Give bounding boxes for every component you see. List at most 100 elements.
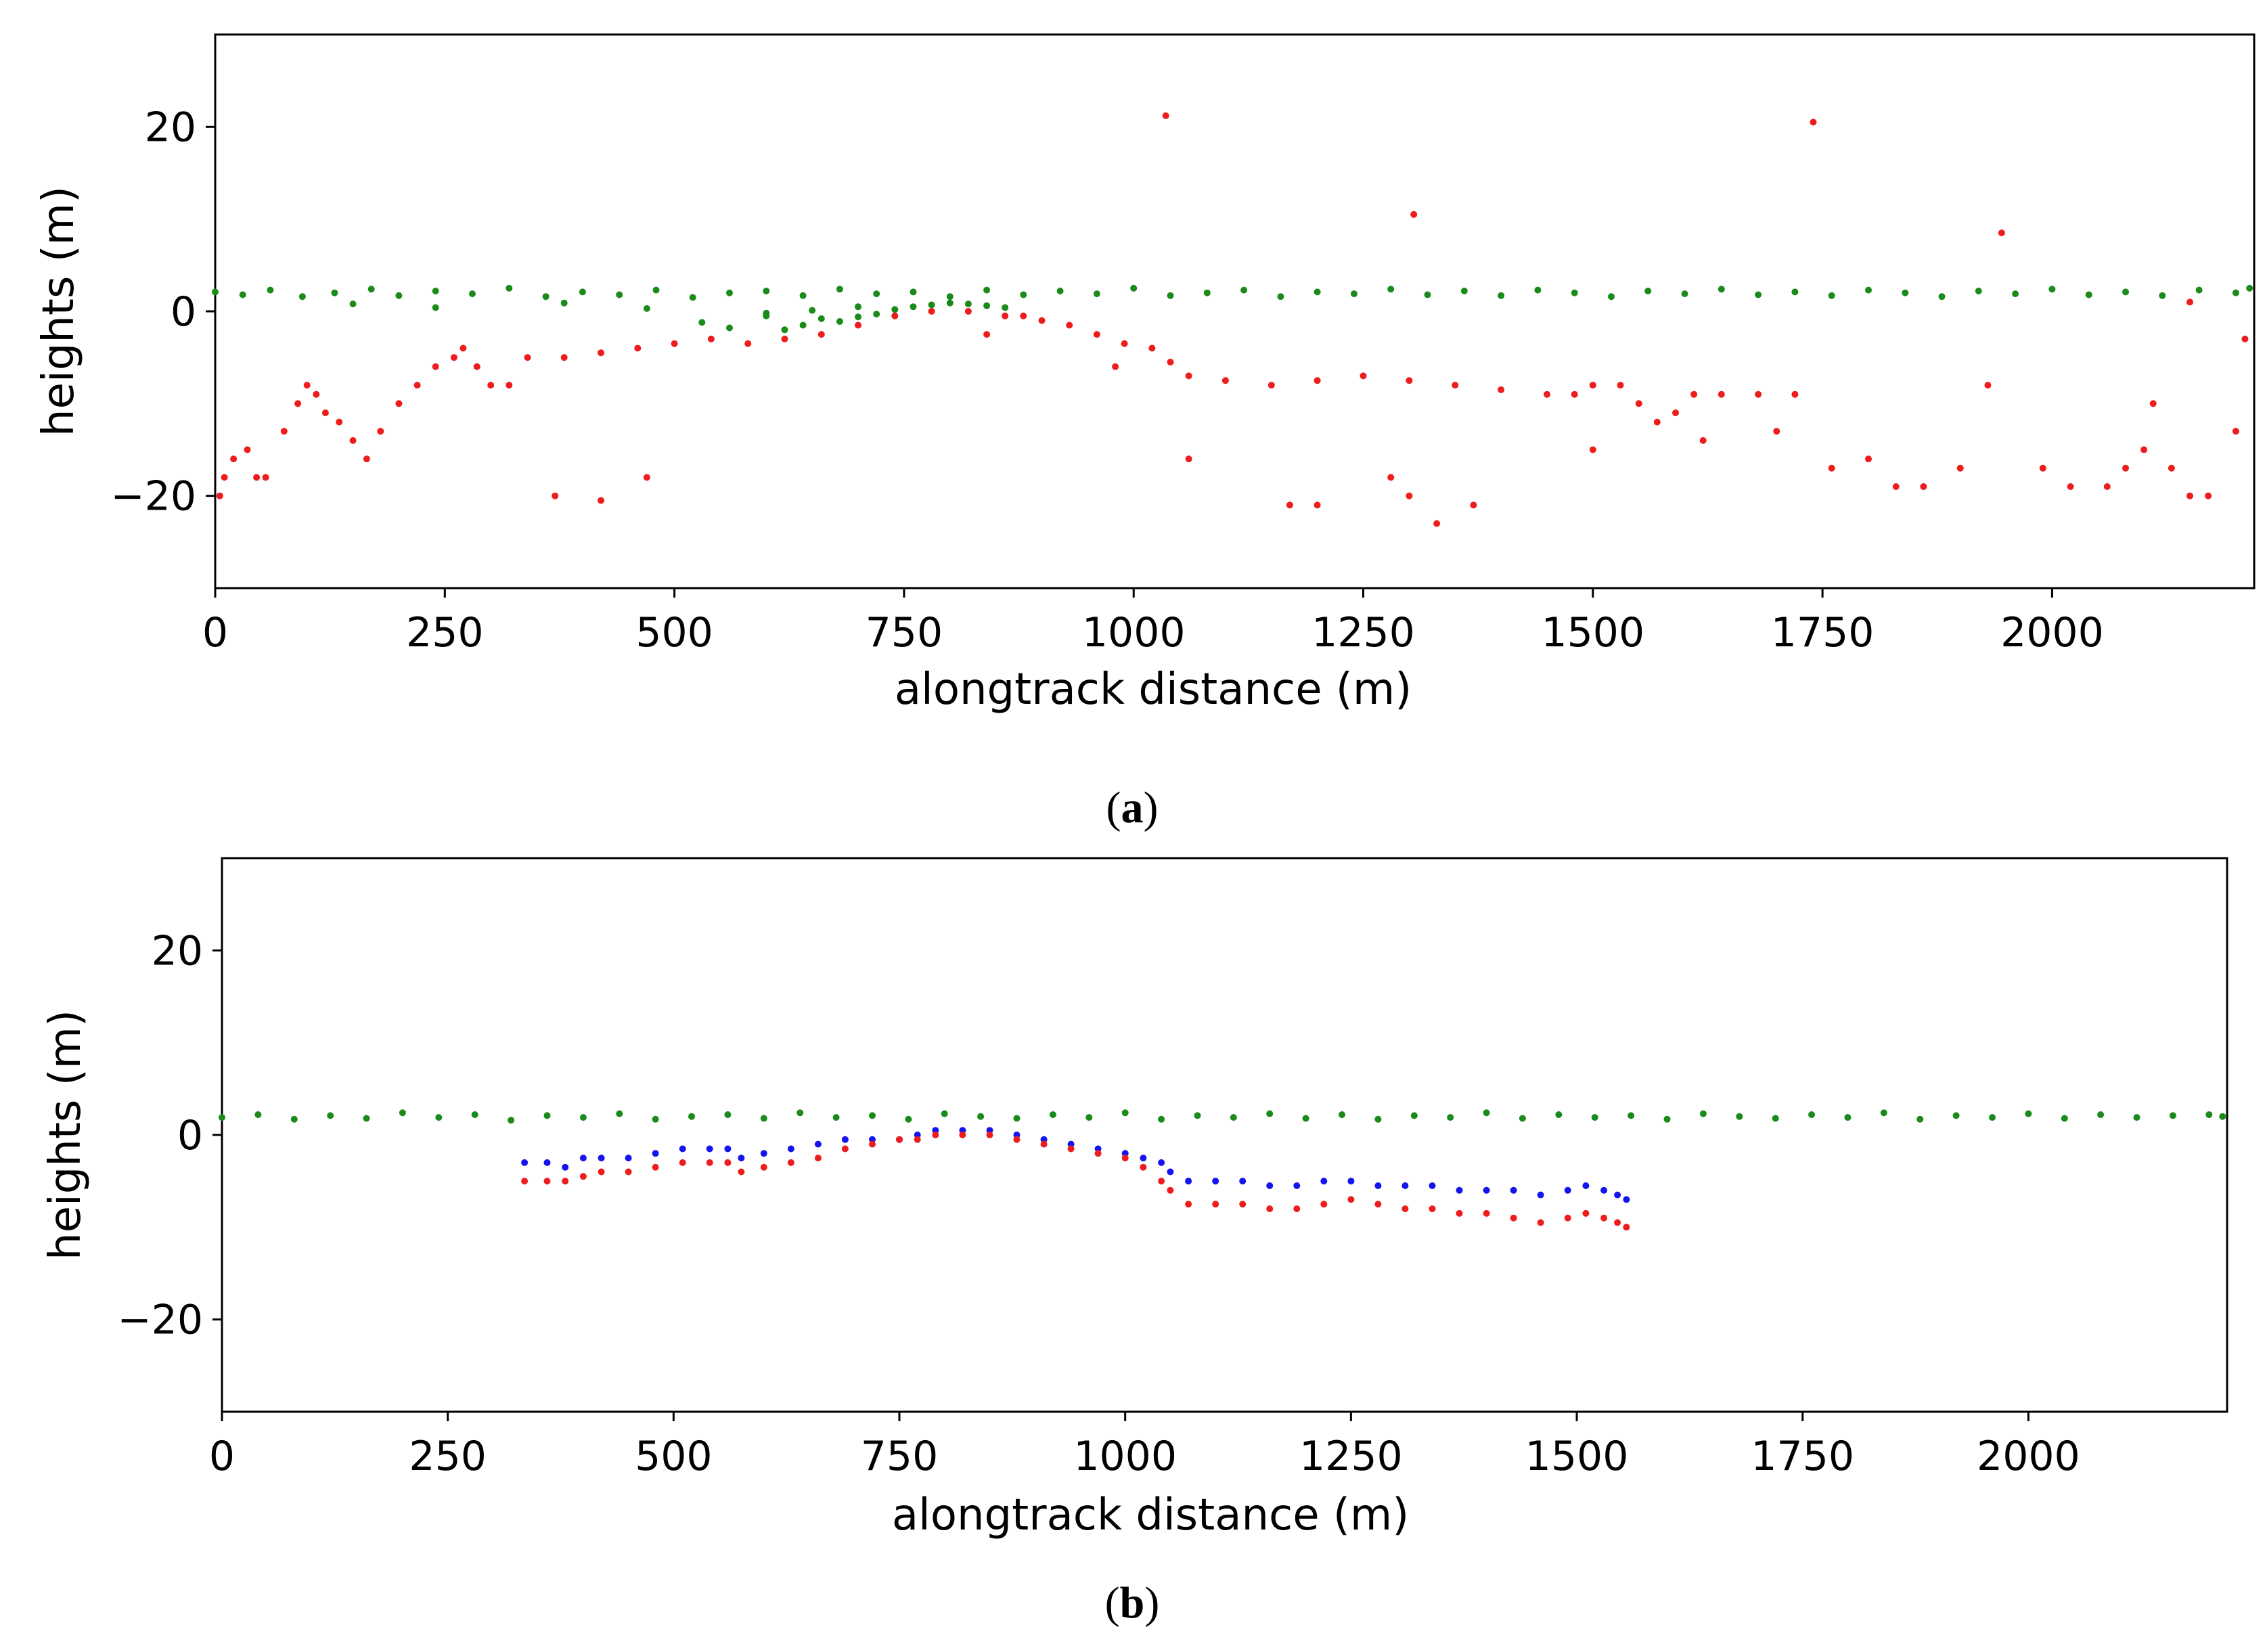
x-axis-ticks-b: 0 250 500 750 1000 1250 1500 1750 2000 xyxy=(209,1412,2080,1480)
point-green-76 xyxy=(983,302,991,309)
point-red-71 xyxy=(1112,363,1119,370)
point-green-60 xyxy=(560,299,568,307)
point-green-16 xyxy=(797,1109,804,1117)
point-green-73 xyxy=(928,301,935,309)
point-red-92 xyxy=(2140,446,2148,453)
point-red-12 xyxy=(349,437,357,444)
point-green-51 xyxy=(2048,286,2056,293)
point-green-23 xyxy=(1020,291,1027,298)
point-red-95 xyxy=(2186,492,2193,499)
panel-a: 0 250 500 750 1000 1250 1500 1750 2000 20 0 −20 al… xyxy=(34,33,2256,832)
x-tick-label-8: 2000 xyxy=(1977,1433,2080,1480)
point-blue-8 xyxy=(706,1145,713,1153)
point-red-45 xyxy=(1221,377,1229,384)
point-green-18 xyxy=(836,286,843,293)
point-red-43 xyxy=(1167,359,1174,365)
point-green-57 xyxy=(2246,284,2253,292)
point-green-22 xyxy=(983,286,991,294)
point-green-33 xyxy=(1410,1112,1418,1119)
caption-close-b: ) xyxy=(1144,1578,1159,1628)
y-tick-label-1: 0 xyxy=(177,1112,203,1159)
point-green-24 xyxy=(1085,1114,1093,1121)
point-green-59 xyxy=(432,304,439,311)
point-green-27 xyxy=(1167,292,1174,299)
point-green-42 xyxy=(1718,286,1725,293)
point-red-46 xyxy=(1614,1219,1621,1226)
point-red-87 xyxy=(1984,382,1992,389)
point-red-33 xyxy=(891,312,899,319)
point-green-19 xyxy=(905,1115,912,1123)
point-green-23 xyxy=(1049,1111,1056,1118)
point-red-11 xyxy=(336,418,343,426)
point-red-24 xyxy=(1094,1150,1102,1157)
point-blue-37 xyxy=(1401,1182,1409,1189)
point-red-47 xyxy=(1314,377,1321,384)
point-red-6 xyxy=(652,1163,659,1171)
x-tick-label-5: 1250 xyxy=(1299,1433,1403,1480)
point-green-38 xyxy=(1571,289,1578,296)
x-tick-label-8: 2000 xyxy=(2000,609,2104,656)
point-red-63 xyxy=(1810,118,1817,126)
point-blue-12 xyxy=(787,1145,794,1153)
point-red-62 xyxy=(1791,390,1799,398)
point-green-45 xyxy=(1828,292,1835,299)
x-tick-label-1: 250 xyxy=(409,1433,487,1480)
point-blue-30 xyxy=(1212,1178,1219,1185)
x-tick-label-6: 1500 xyxy=(1525,1433,1629,1480)
point-green-9 xyxy=(543,1112,551,1119)
point-green-39 xyxy=(1628,1112,1635,1119)
x-tick-label-6: 1500 xyxy=(1541,609,1644,656)
point-red-69 xyxy=(643,474,650,481)
point-green-36 xyxy=(1498,292,1505,299)
point-blue-38 xyxy=(1429,1182,1436,1189)
point-red-8 xyxy=(303,382,311,389)
point-red-26 xyxy=(1140,1163,1147,1171)
point-green-28 xyxy=(1203,289,1211,296)
y-tick-label-0: 20 xyxy=(145,104,196,151)
point-red-15 xyxy=(869,1140,876,1148)
point-green-69 xyxy=(855,313,861,321)
point-red-31 xyxy=(817,331,825,338)
point-red-22 xyxy=(1040,1140,1048,1148)
point-green-43 xyxy=(1772,1115,1779,1122)
point-green-51 xyxy=(2061,1115,2068,1122)
x-tick-label-3: 750 xyxy=(866,609,943,656)
point-red-17 xyxy=(432,363,439,370)
point-blue-2 xyxy=(562,1163,569,1171)
point-red-19 xyxy=(959,1132,966,1138)
point-green-13 xyxy=(652,286,660,294)
point-red-68 xyxy=(552,492,559,499)
y-tick-label-2: −20 xyxy=(110,473,196,520)
point-green-66 xyxy=(799,321,807,329)
point-blue-29 xyxy=(1185,1178,1192,1185)
point-red-61 xyxy=(1755,390,1762,398)
point-blue-0 xyxy=(521,1159,529,1166)
point-red-84 xyxy=(1892,483,1900,490)
point-green-3 xyxy=(298,293,306,300)
point-red-23 xyxy=(524,354,531,361)
point-red-97 xyxy=(2232,428,2239,435)
point-green-14 xyxy=(724,1111,732,1118)
point-green-1 xyxy=(254,1111,262,1118)
point-green-71 xyxy=(891,306,899,313)
point-green-25 xyxy=(1121,1109,1129,1117)
x-tick-label-0: 0 xyxy=(209,1433,235,1480)
point-red-12 xyxy=(787,1159,794,1166)
point-blue-34 xyxy=(1320,1178,1328,1185)
point-red-70 xyxy=(983,331,991,338)
point-red-51 xyxy=(1498,386,1505,393)
point-green-34 xyxy=(1447,1114,1454,1121)
y-tick-label-1: 0 xyxy=(171,288,196,336)
point-blue-27 xyxy=(1158,1159,1165,1166)
caption-letter-b: b xyxy=(1120,1578,1145,1628)
point-red-96 xyxy=(2205,492,2212,499)
caption-open-b: ( xyxy=(1105,1578,1120,1628)
point-green-50 xyxy=(2012,290,2019,298)
point-red-8 xyxy=(706,1159,713,1166)
point-red-32 xyxy=(1266,1205,1274,1213)
point-green-5 xyxy=(399,1109,406,1117)
point-red-5 xyxy=(625,1168,632,1176)
point-red-5 xyxy=(262,474,269,481)
point-green-56 xyxy=(2232,289,2239,296)
point-red-72 xyxy=(1185,455,1192,463)
